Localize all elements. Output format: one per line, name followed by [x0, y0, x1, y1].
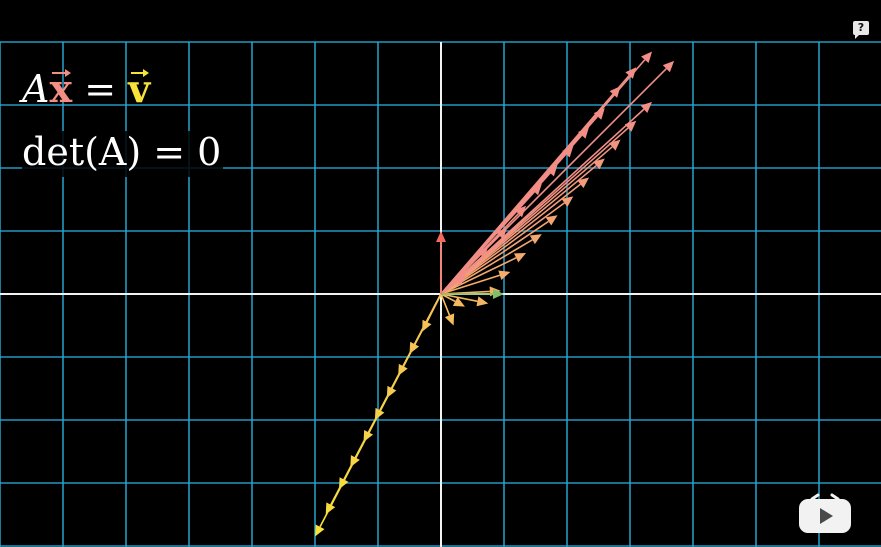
help-badge-icon[interactable]: ? — [853, 21, 869, 39]
vector-arrow — [440, 101, 653, 295]
player-logo-icon[interactable] — [798, 493, 852, 535]
vector-arrow — [440, 253, 527, 295]
vector-x-symbol: x — [49, 66, 73, 111]
vector-arrow — [422, 293, 442, 332]
equation-ax-equals-v: Ax = v — [22, 66, 151, 111]
vector-v-symbol: v — [128, 66, 151, 111]
vector-arrow — [440, 51, 653, 295]
matrix-symbol-a: A — [22, 67, 50, 111]
basis-j-hat-arrow — [436, 231, 446, 294]
basis-i-hat-arrow — [441, 289, 504, 299]
vector-arrow — [440, 293, 455, 326]
vector-arrow — [440, 234, 542, 295]
vector-field — [315, 51, 675, 537]
determinant-equation: det(A) = 0 — [22, 131, 224, 177]
equals-sign: = — [84, 67, 117, 111]
vector-arrow — [440, 270, 511, 295]
vector-arrow — [440, 60, 675, 295]
vector-arrow — [440, 293, 489, 307]
